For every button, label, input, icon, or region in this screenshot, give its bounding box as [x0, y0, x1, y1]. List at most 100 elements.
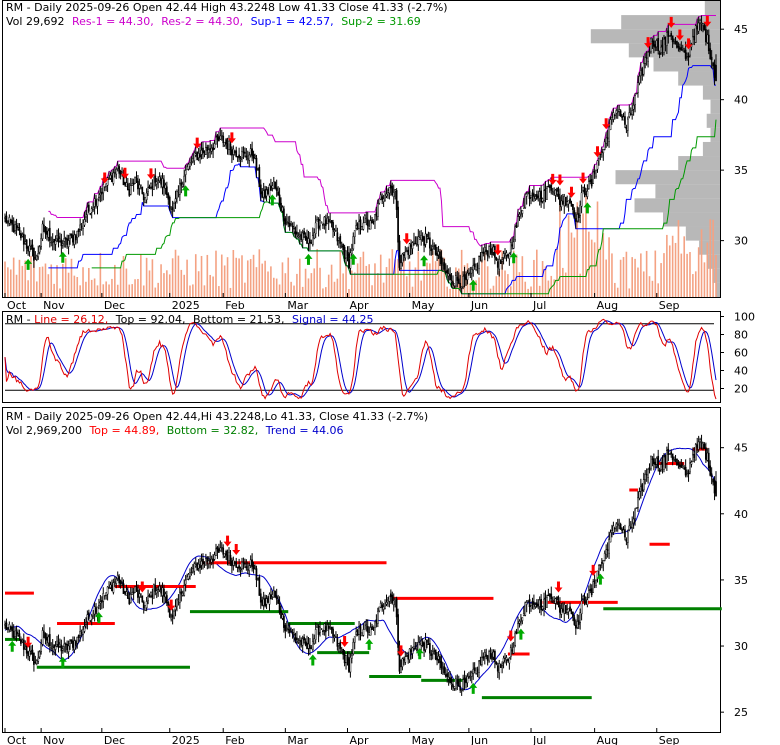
- volume-bar: [327, 274, 330, 297]
- price-top-candle-body: [53, 238, 55, 243]
- price-top-candle-body: [702, 23, 704, 26]
- price-bottom-candle-body: [259, 593, 262, 603]
- volume-bar: [345, 261, 347, 297]
- volume-bar: [226, 257, 229, 297]
- price-top-candle-body: [650, 38, 652, 53]
- price-bottom-candle-body: [147, 596, 149, 601]
- price-bottom-candle-body: [517, 623, 519, 633]
- price-top-candle-body: [389, 184, 392, 189]
- price-bottom-candle-body: [421, 641, 424, 646]
- price-bottom-top: Top = 44.89,: [88, 424, 159, 437]
- volume-bar: [47, 274, 50, 297]
- price-top-x-tick-label: Aug: [597, 299, 618, 312]
- price-top-candle-body: [255, 157, 258, 171]
- price-bottom-candle-body: [317, 625, 320, 635]
- volume-bar: [405, 276, 408, 297]
- oscillator-plot: [4, 318, 717, 400]
- price-bottom-candle-body: [183, 585, 186, 596]
- price-bottom-candle-body: [109, 584, 112, 588]
- price-top-candle-body: [46, 231, 48, 235]
- volume-bar: [336, 278, 339, 297]
- volume-bar: [264, 260, 266, 297]
- price-bottom-x-tick-label: May: [412, 734, 435, 745]
- top-arrow: [340, 635, 349, 647]
- price-bottom-y-tick-label: 35: [734, 574, 748, 587]
- price-bottom-candle-body: [619, 523, 622, 530]
- price-top-candle-body: [574, 218, 577, 222]
- volume-bar: [660, 263, 662, 297]
- volume-bar: [284, 273, 287, 297]
- price-top-candle-body: [83, 219, 86, 226]
- price-bottom-candle-body: [548, 594, 551, 597]
- price-bottom-candle-body: [346, 656, 349, 661]
- volume-bar: [88, 267, 90, 297]
- price-top-candle-body: [375, 212, 378, 217]
- price-bottom-candle-body: [413, 646, 415, 649]
- volume-bar: [281, 262, 284, 297]
- price-top-candle-body: [324, 219, 327, 226]
- volume-bar: [44, 263, 47, 297]
- price-top-candle-body: [424, 233, 427, 245]
- price-top-candle-body: [22, 233, 25, 245]
- price-top-candle-body: [183, 175, 186, 188]
- price-top-candle-body: [180, 182, 183, 186]
- volume-bar: [562, 267, 564, 297]
- price-bottom-candle-body: [70, 639, 73, 642]
- price-bottom-candle-body: [193, 563, 196, 572]
- price-bottom-candle-body: [595, 579, 597, 586]
- price-bottom-candle-body: [376, 611, 379, 624]
- volume-bar: [481, 258, 483, 297]
- volume-bar: [700, 229, 703, 297]
- price-bottom-candle-body: [41, 630, 44, 645]
- price-bottom-candle-body: [319, 626, 321, 633]
- volume-bar: [160, 264, 162, 297]
- price-top-candle-body: [313, 232, 316, 239]
- price-bottom-candle-body: [184, 579, 187, 585]
- price-bottom-candle-body: [287, 628, 290, 631]
- volume-profile-bar: [678, 156, 720, 171]
- volume-bar: [301, 286, 304, 297]
- price-top-candle-body: [239, 158, 242, 160]
- volume-bar: [640, 253, 642, 297]
- price-top-candle-body: [694, 25, 697, 43]
- price-top-candle-body: [124, 182, 126, 185]
- volume-bar: [183, 274, 185, 297]
- price-bottom-candle-body: [569, 606, 571, 612]
- price-top-candle-body: [89, 213, 92, 215]
- price-top-candle-body: [326, 217, 329, 225]
- price-top-candle-body: [485, 249, 488, 252]
- price-bottom-candle-body: [447, 676, 450, 680]
- price-bottom-candle-body: [14, 630, 16, 637]
- volume-bar: [538, 285, 541, 297]
- price-top-candle-body: [72, 235, 74, 243]
- price-top-candle-body: [99, 193, 102, 196]
- volume-bar: [137, 278, 139, 297]
- price-bottom-candle-body: [196, 562, 199, 571]
- volume-bar: [166, 270, 168, 297]
- buy-arrow: [349, 253, 358, 265]
- price-bottom-candle-body: [205, 558, 207, 566]
- price-bottom-candle-body: [664, 454, 667, 463]
- price-top-candle-body: [226, 143, 229, 150]
- price-top-candle-body: [384, 197, 386, 202]
- price-top-candle-body: [244, 151, 246, 154]
- volume-bar: [15, 274, 18, 297]
- price-top-candle-body: [705, 29, 707, 42]
- volume-bar: [278, 284, 281, 297]
- price-bottom-candle-body: [397, 614, 399, 648]
- volume-bar: [547, 280, 550, 297]
- volume-bar: [403, 258, 405, 297]
- price-bottom-candle-body: [139, 593, 142, 595]
- sell-arrow: [644, 37, 653, 49]
- price-bottom-candle-body: [210, 559, 213, 563]
- sell-arrow: [493, 244, 502, 256]
- price-bottom-candle-body: [411, 647, 414, 654]
- volume-bar: [9, 269, 12, 297]
- volume-bar: [313, 268, 316, 297]
- price-bottom-candle-body: [235, 561, 238, 568]
- price-top-candle-body: [15, 225, 18, 229]
- price-panel-bottom-frame: [2, 407, 721, 733]
- price-top-candle-body: [663, 38, 665, 53]
- price-top-candle-body: [404, 251, 407, 259]
- price-top-subheader: Vol 29,692 Res-1 = 44.30, Res-2 = 44.30,…: [6, 15, 421, 28]
